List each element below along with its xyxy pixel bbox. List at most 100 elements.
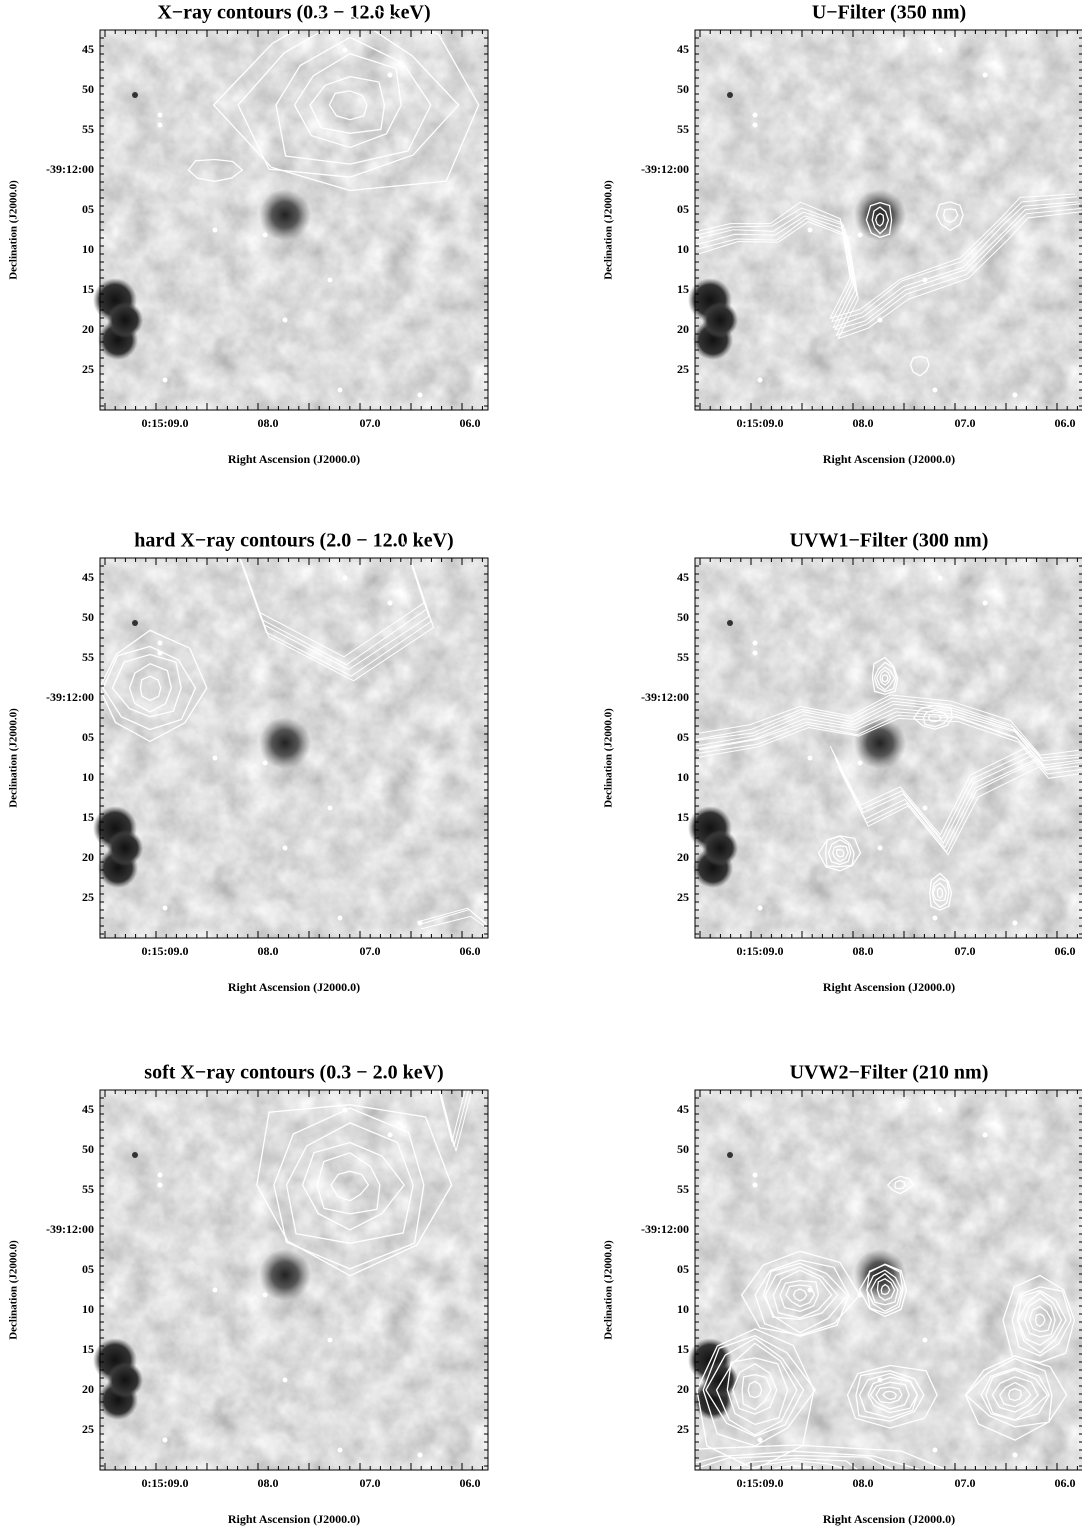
y-tick-label: 55 <box>677 122 689 136</box>
contour <box>927 713 943 723</box>
y-axis-label: Declination (J2000.0) <box>603 180 615 280</box>
contour <box>111 653 182 718</box>
x-axis-label: Right Ascension (J2000.0) <box>823 1512 955 1526</box>
nebula <box>854 717 906 769</box>
contour <box>835 848 845 858</box>
contour <box>698 211 1082 340</box>
dark-region <box>107 302 143 338</box>
plot-frame <box>694 557 1082 939</box>
contour <box>273 1107 425 1270</box>
contour <box>858 1372 919 1419</box>
star <box>937 1107 943 1113</box>
contour <box>762 1262 849 1334</box>
star <box>337 915 343 921</box>
star <box>417 1452 423 1458</box>
contours <box>690 193 1082 377</box>
contour <box>698 717 1082 779</box>
contour <box>964 1355 1068 1441</box>
contour <box>855 1370 925 1422</box>
y-tick-label: -39:12:00 <box>641 162 689 176</box>
contour <box>865 201 893 238</box>
dark-region <box>702 830 738 866</box>
star <box>132 620 138 626</box>
y-tick-label: 10 <box>677 242 689 256</box>
panel-title: UVW1−Filter (300 nm) <box>790 530 989 552</box>
contour <box>436 1082 468 1142</box>
y-tick-label: 10 <box>82 1302 94 1316</box>
star <box>417 392 423 398</box>
x-tick-label: 08.0 <box>853 416 874 430</box>
y-tick-label: 20 <box>677 322 689 336</box>
contour <box>715 1342 798 1436</box>
contour <box>732 1363 778 1415</box>
y-tick-label: 55 <box>677 650 689 664</box>
plot-frame <box>694 1089 1082 1471</box>
y-tick-label: 10 <box>82 242 94 256</box>
star <box>1012 392 1018 398</box>
contour <box>1016 1289 1067 1354</box>
contour <box>691 697 1080 759</box>
y-tick-label: 05 <box>82 730 94 744</box>
y-tick-label: 15 <box>677 1342 689 1356</box>
contour <box>931 877 950 909</box>
contour <box>690 694 1079 756</box>
star <box>932 915 938 921</box>
y-tick-label: 50 <box>82 82 94 96</box>
contour <box>999 1381 1032 1408</box>
x-tick-label: 07.0 <box>955 944 976 958</box>
x-axis-label: Right Ascension (J2000.0) <box>228 980 360 994</box>
y-tick-label: 20 <box>82 1382 94 1396</box>
contour <box>187 158 244 182</box>
sky-image <box>688 1090 1082 1470</box>
contour <box>301 1141 406 1231</box>
contour <box>691 196 1077 323</box>
x-tick-label: 06.0 <box>1055 1476 1076 1490</box>
y-tick-label: 25 <box>677 362 689 376</box>
y-tick-label: 15 <box>82 1342 94 1356</box>
contour <box>1024 1298 1056 1338</box>
star <box>752 640 758 646</box>
star <box>982 600 988 606</box>
contour <box>328 90 368 121</box>
x-tick-label: 0:15:09.0 <box>142 944 189 958</box>
contour <box>912 704 953 730</box>
y-tick-label: 45 <box>82 1102 94 1116</box>
y-tick-label: 05 <box>82 1262 94 1276</box>
x-axis-label: Right Ascension (J2000.0) <box>228 1512 360 1526</box>
contour <box>275 36 432 165</box>
contour <box>702 1334 817 1447</box>
y-tick-label: 45 <box>677 570 689 584</box>
contour <box>837 766 1039 856</box>
contour <box>1034 1313 1046 1328</box>
x-tick-label: 06.0 <box>460 416 481 430</box>
star <box>387 1132 393 1138</box>
star <box>387 72 393 78</box>
contour <box>875 1386 903 1404</box>
star <box>727 620 733 626</box>
panel-title: UVW2−Filter (210 nm) <box>790 1062 989 1084</box>
star <box>757 1437 763 1443</box>
star <box>752 112 758 118</box>
y-tick-label: 45 <box>82 42 94 56</box>
contour <box>1002 1274 1076 1364</box>
star <box>807 755 813 761</box>
panel-title: X−ray contours (0.3 − 12.0 keV) <box>157 2 430 24</box>
y-tick-label: 50 <box>82 610 94 624</box>
contour <box>882 1390 898 1401</box>
star <box>157 112 163 118</box>
star <box>727 1152 733 1158</box>
star <box>327 277 333 283</box>
x-tick-label: 07.0 <box>360 1476 381 1490</box>
y-tick-label: 50 <box>677 610 689 624</box>
contour <box>102 645 197 731</box>
nebula <box>259 189 311 241</box>
contour <box>696 1328 815 1470</box>
panel: UVW2−Filter (210 nm) 45 50 55 -39:12:00 05 10 1… <box>603 1062 1082 1526</box>
contour <box>991 1376 1039 1413</box>
y-tick-label: 05 <box>82 202 94 216</box>
star <box>162 377 168 383</box>
x-tick-label: 08.0 <box>258 1476 279 1490</box>
star <box>752 122 758 128</box>
y-tick-label: 25 <box>82 362 94 376</box>
contour <box>330 1170 370 1202</box>
